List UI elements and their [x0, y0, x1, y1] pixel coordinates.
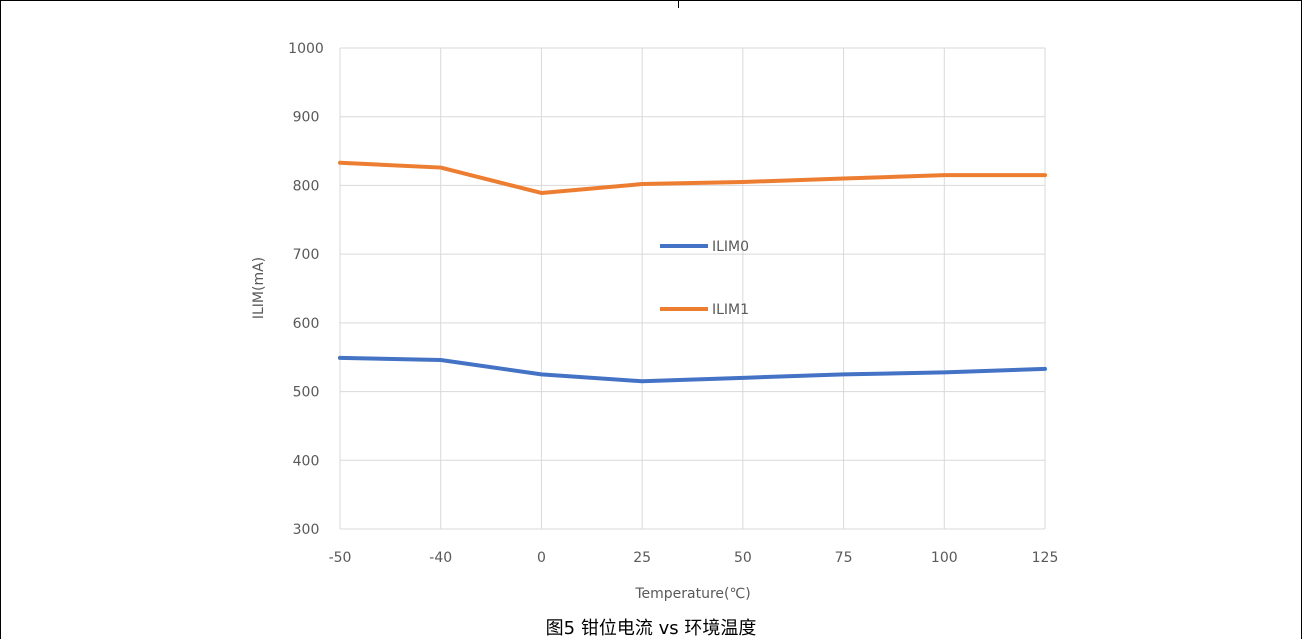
x-tick-label: 125 — [1032, 550, 1059, 566]
figure-caption: 图5 钳位电流 vs 环境温度 — [0, 614, 1302, 640]
x-tick-label: 75 — [835, 550, 853, 566]
x-axis-title: Temperature(℃) — [634, 586, 750, 602]
grid-lines — [340, 48, 1045, 529]
y-tick-label: 300 — [293, 522, 320, 538]
y-tick-label: 400 — [293, 453, 320, 469]
y-tick-label: 900 — [293, 110, 320, 126]
y-axis-title: ILIM(mA) — [251, 257, 267, 319]
y-tick-label: 700 — [293, 247, 320, 263]
x-axis-ticks: -50 -40 0 25 50 75 100 125 — [329, 550, 1059, 566]
y-tick-label: 500 — [293, 385, 320, 401]
legend-label: ILIM1 — [712, 302, 749, 318]
series-line-ilim0 — [340, 358, 1045, 381]
y-axis-ticks: 300 400 500 600 700 800 900 1000 — [288, 41, 324, 538]
legend-label: ILIM0 — [712, 239, 749, 255]
series-line-ilim1 — [340, 163, 1045, 193]
x-tick-label: 50 — [734, 550, 752, 566]
y-tick-label: 1000 — [288, 41, 324, 57]
line-chart: 300 400 500 600 700 800 900 1000 -50 -40 0 25 50 75 1… — [0, 0, 1304, 614]
x-tick-label: -50 — [329, 550, 352, 566]
y-tick-label: 600 — [293, 316, 320, 332]
x-tick-label: 25 — [633, 550, 651, 566]
x-tick-label: 100 — [931, 550, 958, 566]
y-tick-label: 800 — [293, 178, 320, 194]
legend: ILIM0 ILIM1 — [660, 239, 749, 318]
x-tick-label: 0 — [537, 550, 546, 566]
series-lines — [340, 163, 1045, 382]
x-tick-label: -40 — [429, 550, 452, 566]
